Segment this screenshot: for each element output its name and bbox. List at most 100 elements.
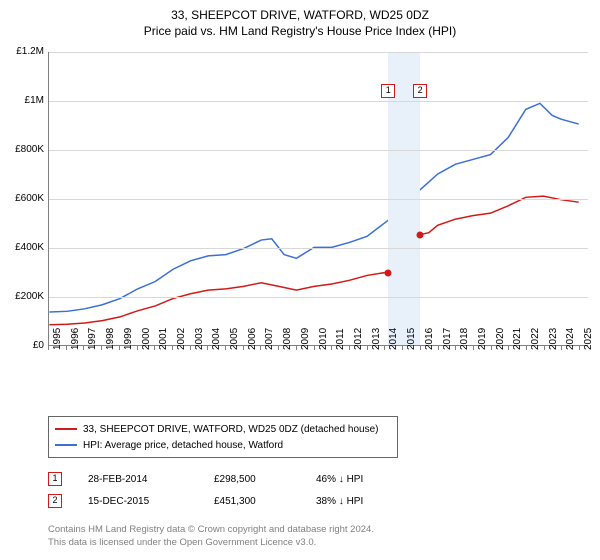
y-axis-label: £600K (8, 193, 44, 204)
chart-area: 12 £0£200K£400K£600K£800K£1M£1.2M1995199… (8, 48, 592, 378)
x-tick (526, 346, 527, 350)
x-axis-label: 2013 (371, 328, 382, 350)
datapoints-table: 128-FEB-2014£298,50046% ↓ HPI 2 15-DEC-201… (48, 468, 588, 512)
x-axis-label: 2022 (530, 328, 541, 350)
legend-label: 33, SHEEPCOT DRIVE, WATFORD, WD25 0DZ (d… (83, 424, 378, 435)
x-axis-label: 2024 (565, 328, 576, 350)
x-axis-label: 2014 (388, 328, 399, 350)
x-axis-label: 2001 (158, 328, 169, 350)
y-axis-label: £400K (8, 242, 44, 253)
y-axis-label: £800K (8, 144, 44, 155)
x-axis-label: 2015 (406, 328, 417, 350)
x-axis-label: 1996 (70, 328, 81, 350)
x-tick (508, 346, 509, 350)
x-axis-label: 2018 (459, 328, 470, 350)
x-tick (83, 346, 84, 350)
x-tick (579, 346, 580, 350)
plot-area: 12 (48, 52, 588, 346)
datapoint-price: £451,300 (214, 496, 290, 507)
x-tick (331, 346, 332, 350)
x-tick (48, 346, 49, 350)
x-axis-label: 2019 (477, 328, 488, 350)
x-tick (455, 346, 456, 350)
x-tick (491, 346, 492, 350)
x-axis-label: 2008 (282, 328, 293, 350)
datapoint-marker: 2 (48, 494, 62, 508)
legend-label: HPI: Average price, detached house, Watf… (83, 440, 283, 451)
x-axis-label: 2002 (176, 328, 187, 350)
gridline (49, 52, 588, 53)
x-tick (190, 346, 191, 350)
x-tick (207, 346, 208, 350)
title-address: 33, SHEEPCOT DRIVE, WATFORD, WD25 0DZ (0, 8, 600, 22)
x-tick (243, 346, 244, 350)
x-axis-label: 2003 (194, 328, 205, 350)
x-tick (561, 346, 562, 350)
sale-marker-2: 2 (413, 84, 427, 98)
x-axis-label: 2000 (141, 328, 152, 350)
x-tick (473, 346, 474, 350)
x-tick (314, 346, 315, 350)
gridline (49, 248, 588, 249)
series-blue (49, 103, 578, 312)
series-red (49, 196, 578, 325)
title-subtitle: Price paid vs. HM Land Registry's House … (0, 24, 600, 38)
x-axis-label: 2006 (247, 328, 258, 350)
legend-area: 33, SHEEPCOT DRIVE, WATFORD, WD25 0DZ (d… (48, 416, 588, 512)
legend-item: 33, SHEEPCOT DRIVE, WATFORD, WD25 0DZ (d… (55, 421, 391, 437)
x-axis-label: 2016 (424, 328, 435, 350)
x-tick (154, 346, 155, 350)
x-tick (438, 346, 439, 350)
x-axis-label: 1999 (123, 328, 134, 350)
datapoint-marker: 1 (48, 472, 62, 486)
x-axis-label: 2009 (300, 328, 311, 350)
chart-container: 33, SHEEPCOT DRIVE, WATFORD, WD25 0DZ Pr… (0, 0, 600, 560)
x-tick (384, 346, 385, 350)
legend-item: HPI: Average price, detached house, Watf… (55, 437, 391, 453)
x-axis-label: 2005 (229, 328, 240, 350)
x-tick (296, 346, 297, 350)
x-axis-label: 2004 (211, 328, 222, 350)
x-tick (349, 346, 350, 350)
x-axis-label: 1995 (52, 328, 63, 350)
gridline (49, 297, 588, 298)
x-tick (402, 346, 403, 350)
legend-swatch (55, 444, 77, 446)
sale-marker-1: 1 (381, 84, 395, 98)
x-tick (225, 346, 226, 350)
y-axis-label: £1.2M (8, 46, 44, 57)
datapoint-vs-hpi: 38% ↓ HPI (316, 496, 406, 507)
x-axis-label: 2010 (318, 328, 329, 350)
y-axis-label: £1M (8, 95, 44, 106)
gridline (49, 199, 588, 200)
sale-point-1 (385, 269, 392, 276)
x-tick (101, 346, 102, 350)
y-axis-label: £0 (8, 340, 44, 351)
datapoint-price: £298,500 (214, 474, 290, 485)
x-tick (420, 346, 421, 350)
x-tick (137, 346, 138, 350)
datapoint-row: 2 15-DEC-2015 £451,300 38% ↓ HPI (48, 490, 588, 512)
x-axis-label: 2012 (353, 328, 364, 350)
x-axis-label: 2017 (442, 328, 453, 350)
x-tick (544, 346, 545, 350)
x-axis-label: 2025 (583, 328, 594, 350)
x-axis-label: 2020 (495, 328, 506, 350)
x-tick (66, 346, 67, 350)
datapoint-row: 128-FEB-2014£298,50046% ↓ HPI (48, 468, 588, 490)
x-axis-label: 1998 (105, 328, 116, 350)
x-tick (172, 346, 173, 350)
sale-point-2 (417, 232, 424, 239)
footnote: Contains HM Land Registry data © Crown c… (48, 524, 374, 550)
x-axis-label: 2023 (548, 328, 559, 350)
x-tick (260, 346, 261, 350)
x-axis-label: 2011 (335, 328, 346, 350)
x-axis-label: 2021 (512, 328, 523, 350)
x-tick (367, 346, 368, 350)
x-axis-label: 1997 (87, 328, 98, 350)
gridline (49, 101, 588, 102)
x-tick (278, 346, 279, 350)
footnote-line2: This data is licensed under the Open Gov… (48, 537, 374, 550)
x-tick (119, 346, 120, 350)
datapoint-date: 15-DEC-2015 (88, 496, 188, 507)
